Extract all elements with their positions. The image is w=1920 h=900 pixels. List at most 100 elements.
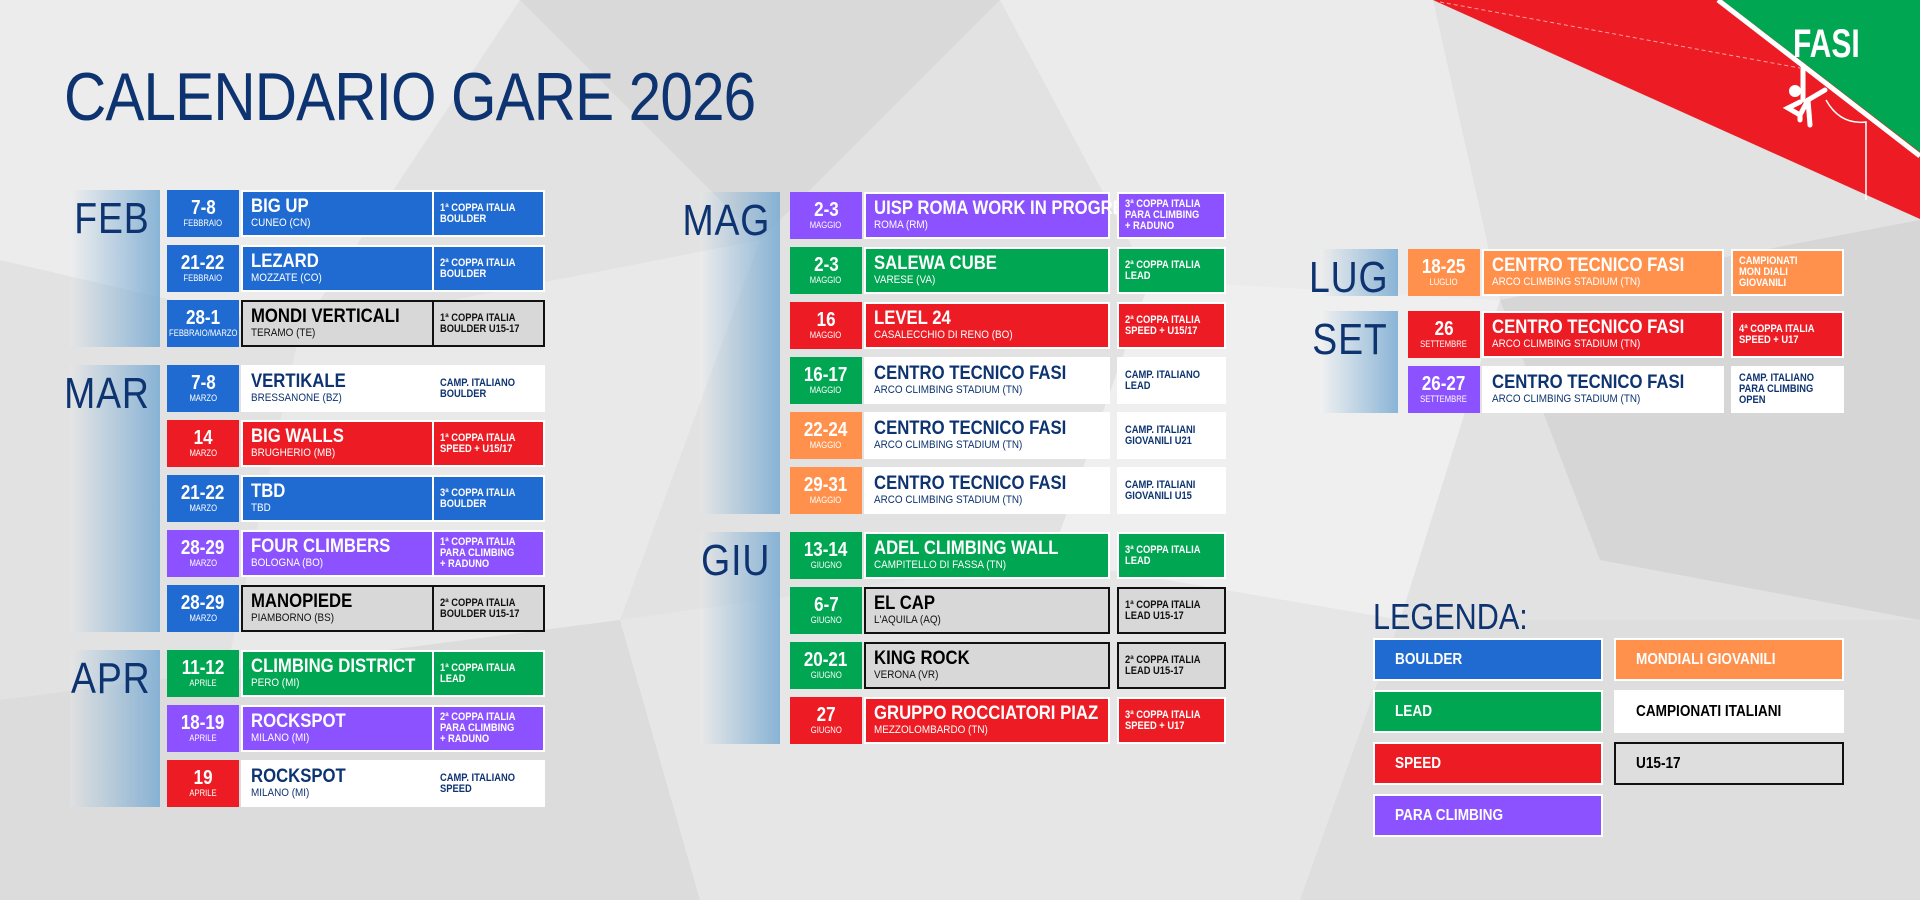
calendar-column: LUG 18-25 LUGLIO CENTRO TECNICO FASI ARCO CL… [1309,249,1844,428]
event-row[interactable]: 18-25 LUGLIO CENTRO TECNICO FASI ARCO CLIMB… [1408,249,1844,296]
event-place: TERAMO (TE) [251,327,316,339]
event-name: LEZARD [251,251,319,272]
month-label: FEB [74,194,150,243]
event-row[interactable]: 2-3 MAGGIO UISP ROMA WORK IN PROGRESS ROMA … [790,192,1226,239]
event-row[interactable]: 7-8 FEBBRAIO BIG UP CUNEO (CN) 1ª COPPA ITAL… [167,190,545,237]
event-date: 21-22 [181,482,225,504]
event-name-box: LEVEL 24 CASALECCHIO DI RENO (BO) [864,302,1110,349]
event-date: 19 [193,767,213,789]
event-name: ROCKSPOT [251,711,346,732]
event-date-box: 26-27 SETTEMBRE [1408,366,1480,413]
event-place: MILANO (MI) [251,787,310,799]
month-group-lug: LUG 18-25 LUGLIO CENTRO TECNICO FASI ARCO CL… [1309,249,1844,302]
badge-line: LEAD U15-17 [1125,664,1184,677]
legend-item-mondiali-giovanili: MONDIALI GIOVANILI [1614,638,1844,681]
event-badge: 3ª COPPA ITALIA SPEED + U17 [1117,697,1226,744]
badge-line: OPEN [1739,394,1766,406]
event-badge: CAMP. ITALIANO LEAD [1117,357,1226,404]
event-date-box: 20-21 GIUGNO [790,642,862,689]
event-name: CENTRO TECNICO FASI [1492,255,1685,276]
event-row[interactable]: 16-17 MAGGIO CENTRO TECNICO FASI ARCO CLIMB… [790,357,1226,404]
event-date-box: 13-14 GIUGNO [790,532,862,579]
event-badge: 3ª COPPA ITALIA BOULDER [432,475,545,522]
event-name: MANOPIEDE [251,591,353,612]
badge-line: PARA CLIMBING [1125,209,1200,221]
badge-line: 2ª COPPA ITALIA [440,711,516,723]
badge-line: SPEED + U15/17 [440,442,513,455]
event-row[interactable]: 11-12 APRILE CLIMBING DISTRICT PERO (MI) 1ª … [167,650,545,697]
event-name-box: KING ROCK VERONA (VR) [864,642,1110,689]
event-date: 6-7 [813,594,839,616]
event-month: MARZO [189,393,217,403]
event-row[interactable]: 18-19 APRILE ROCKSPOT MILANO (MI) 2ª COPPA I… [167,705,545,752]
event-badge: CAMP. ITALIANO BOULDER [432,365,545,412]
event-row[interactable]: 16 MAGGIO LEVEL 24 CASALECCHIO DI RENO (BO)… [790,302,1226,349]
event-badge: 2ª COPPA ITALIA BOULDER U15-17 [432,585,545,632]
event-date-box: 2-3 MAGGIO [790,247,862,294]
event-date-box: 28-29 MARZO [167,530,239,577]
event-month: FEBBRAIO/MARZO [168,328,238,338]
event-place: ROMA (RM) [874,219,928,231]
badge-line: PARA CLIMBING [440,722,515,734]
month-label-bar: APR [70,650,160,807]
badge-line: 3ª COPPA ITALIA [440,486,516,499]
event-badge: 2ª COPPA ITALIA LEAD [1117,247,1226,294]
event-place: ARCO CLIMBING STADIUM (TN) [874,494,1023,506]
event-row[interactable]: 28-29 MARZO FOUR CLIMBERS BOLOGNA (BO) 1ª CO… [167,530,545,577]
calendar-column: MAG 2-3 MAGGIO UISP ROMA WORK IN PROGRESS RO… [682,192,1226,762]
event-name: ADEL CLIMBING WALL [874,538,1059,559]
event-badge: CAMP. ITALIANO SPEED [432,760,545,807]
event-month: MARZO [189,613,217,623]
event-badge: CAMPIONATI MON DIALI GIOVANILI [1731,249,1844,296]
event-month: LUGLIO [1429,277,1459,287]
event-place: PIAMBORNO (BS) [251,612,335,624]
legend-item-label: U15-17 [1636,754,1681,772]
event-row[interactable]: 22-24 MAGGIO CENTRO TECNICO FASI ARCO CLIMB… [790,412,1226,459]
event-row[interactable]: 21-22 FEBBRAIO LEZARD MOZZATE (CO) 2ª COPPA … [167,245,545,292]
badge-line: 2ª COPPA ITALIA [1125,653,1201,666]
event-row[interactable]: 29-31 MAGGIO CENTRO TECNICO FASI ARCO CLIMB… [790,467,1226,514]
climber-icon [1782,65,1867,200]
event-date-box: 18-19 APRILE [167,705,239,752]
event-badge: CAMP. ITALIANO PARA CLIMBING OPEN [1731,366,1844,413]
event-row[interactable]: 2-3 MAGGIO SALEWA CUBE VARESE (VA) 2ª COPPA … [790,247,1226,294]
event-name: CENTRO TECNICO FASI [874,363,1067,384]
event-row[interactable]: 20-21 GIUGNO KING ROCK VERONA (VR) 2ª COPPA … [790,642,1226,689]
event-badge: 2ª COPPA ITALIA PARA CLIMBING + RADUNO [432,705,545,752]
event-month: MAGGIO [810,495,842,505]
event-place: VERONA (VR) [874,669,939,681]
event-row[interactable]: 6-7 GIUGNO EL CAP L'AQUILA (AQ) 1ª COPPA ITA… [790,587,1226,634]
badge-line: 1ª COPPA ITALIA [440,431,516,444]
badge-line: PARA CLIMBING [1739,383,1814,395]
badge-line: BOULDER [440,267,487,280]
event-name: TBD [251,481,286,502]
event-badge: 1ª COPPA ITALIA BOULDER [432,190,545,237]
event-badge: 1ª COPPA ITALIA LEAD [432,650,545,697]
month-label: GIU [700,536,770,585]
month-group-feb: FEB 7-8 FEBBRAIO BIG UP CUNEO (CN) 1ª COPPA I… [70,190,545,347]
badge-line: 1ª COPPA ITALIA [440,536,516,548]
event-row[interactable]: 14 MARZO BIG WALLS BRUGHERIO (MB) 1ª COPPA I… [167,420,545,467]
event-name-box: CENTRO TECNICO FASI ARCO CLIMBING STADIUM… [864,357,1110,404]
event-date: 2-3 [813,254,839,276]
event-month: GIUGNO [810,560,842,570]
event-name: BIG UP [251,196,309,217]
event-row[interactable]: 26 SETTEMBRE CENTRO TECNICO FASI ARCO CLIMB… [1408,311,1844,358]
event-place: TBD [251,502,271,514]
event-row[interactable]: 19 APRILE ROCKSPOT MILANO (MI) CAMP. ITALIAN… [167,760,545,807]
badge-line: CAMP. ITALIANO [440,771,515,784]
event-row[interactable]: 13-14 GIUGNO ADEL CLIMBING WALL CAMPITELLO … [790,532,1226,579]
event-place: CAMPITELLO DI FASSA (TN) [874,559,1007,571]
badge-line: LEAD [1125,554,1151,567]
event-row[interactable]: 21-22 MARZO TBD TBD 3ª COPPA ITALIA BOULDER [167,475,545,522]
event-row[interactable]: 7-8 MARZO VERTIKALE BRESSANONE (BZ) CAMP. IT… [167,365,545,412]
event-row[interactable]: 27 GIUGNO GRUPPO ROCCIATORI PIAZ MEZZOLOMBA… [790,697,1226,744]
event-place: ARCO CLIMBING STADIUM (TN) [874,439,1023,451]
event-row[interactable]: 28-29 MARZO MANOPIEDE PIAMBORNO (BS) 2ª COPP… [167,585,545,632]
event-month: GIUGNO [810,725,842,735]
event-row[interactable]: 26-27 SETTEMBRE CENTRO TECNICO FASI ARCO CL… [1408,366,1844,413]
event-name-box: EL CAP L'AQUILA (AQ) [864,587,1110,634]
event-row[interactable]: 28-1 FEBBRAIO/MARZO MONDI VERTICALI TERAMO … [167,300,545,347]
badge-line: CAMP. ITALIANI [1125,423,1196,436]
event-date: 11-12 [181,657,225,679]
